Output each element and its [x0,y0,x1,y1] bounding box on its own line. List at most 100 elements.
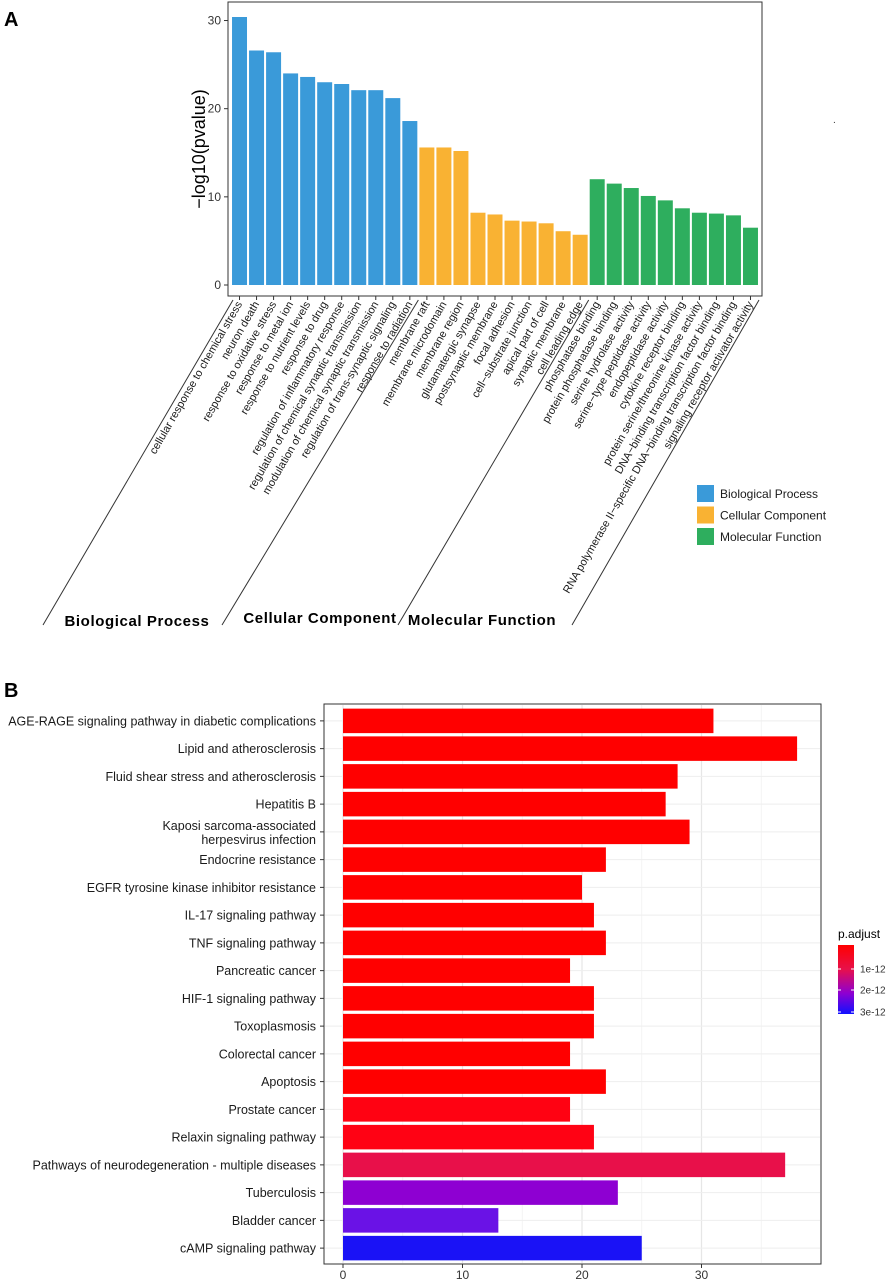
chart-a-bar [368,90,384,285]
chart-a-bar [725,215,741,285]
chart-a-ytick-label: 0 [214,278,221,292]
chart-b-bar [343,1041,571,1067]
chart-a-bar [300,76,316,286]
chart-a-bar [691,212,707,285]
chart-a-ytick-label: 20 [208,102,222,116]
chart-b-category-label: Prostate cancer [228,1103,316,1117]
chart-b-bar [343,1152,786,1178]
chart-a-legend-label: Biological Process [720,487,818,501]
chart-b-bar [343,1124,594,1150]
chart-a-bar [674,208,690,285]
chart-b-bar [343,1235,642,1261]
chart-a-legend: Biological Process Cellular Component Mole… [697,485,827,545]
chart-b-panel-border [323,703,822,1265]
chart-a-group-label: Biological Process [64,613,209,630]
chart-a-ytick-label: 10 [208,190,222,204]
chart-a-bar [334,84,350,285]
colorbar-gradient [838,945,854,1014]
chart-b-bar [343,902,594,928]
chart-a-bar [708,213,724,285]
chart-a-bar [266,52,282,286]
chart-a-bar [657,200,673,285]
chart-b-category-label: Pathways of neurodegeneration - multiple… [32,1158,316,1172]
chart-b-bar [343,819,690,845]
chart-b-xtick-label: 30 [695,1268,709,1281]
chart-a-group-divider [42,299,234,626]
panel-b-label: B [4,680,18,702]
chart-a-bar [283,73,299,285]
chart-a-group-divider [397,299,590,626]
chart-b-category-label: cAMP signaling pathway [180,1242,317,1256]
chart-a-group-divider [221,299,419,626]
chart-a-bar [453,151,469,285]
colorbar-tick-label: 3e-12 [860,1008,886,1019]
chart-b-xtick-label: 20 [575,1268,589,1281]
chart-a-legend-swatch [697,506,714,524]
chart-a-legend-swatch [697,528,714,545]
colorbar-tick-label: 2e-12 [860,986,886,997]
chart-b-category-label: Colorectal cancer [219,1047,316,1061]
chart-b-category-label: HIF-1 signaling pathway [182,992,317,1006]
chart-a-bar [487,214,503,285]
chart-a-bar [640,195,656,285]
chart-b-category-label: Fluid shear stress and atherosclerosis [105,770,316,784]
chart-b-category-label: Bladder cancer [232,1214,316,1228]
chart-a-bar [589,179,605,285]
chart-b-category-label: Apoptosis [261,1075,316,1089]
chart-a-bar [419,147,435,285]
chart-a-bar [606,183,622,285]
panel-a-label: A [4,9,18,31]
chart-b-bar [343,875,582,900]
chart-b-category-label: Tuberculosis [246,1186,316,1200]
chart-b-bar [343,930,606,956]
chart-a-legend-label: Molecular Function [720,530,821,544]
chart-b-bar [343,986,594,1011]
chart-a-bar [538,223,554,285]
chart-a-bar [623,188,639,285]
chart-b-bar [343,1097,571,1122]
chart-b-xtick-label: 10 [456,1268,470,1281]
chart-b-category-label: AGE-RAGE signaling pathway in diabetic c… [8,714,316,728]
chart-a-y-axis-label: −log10(pvalue) [189,89,209,209]
chart-a-bar [572,234,588,285]
chart-a-group-divider [571,299,760,626]
chart-b-bar [343,764,678,789]
chart-a-bar [385,98,401,286]
chart-b-colorbar: p.adjust 1e-12 2e-12 3e-12 [838,927,886,1019]
chart-b-bar [343,1069,606,1094]
chart-a-legend-label: Cellular Component [720,509,827,523]
chart-b-category-label: Endocrine resistance [199,853,316,867]
chart-a-bar [351,90,367,285]
chart-a-bar [742,227,758,285]
chart-a-ytick-label: 30 [208,14,222,28]
chart-a-bar [402,121,418,286]
chart-b-category-label: TNF signaling pathway [189,936,317,950]
chart-a-bar [317,82,333,285]
chart-b-kegg-enrichment: AGE-RAGE signaling pathway in diabetic c… [8,703,822,1281]
chart-a-bar [504,220,520,285]
colorbar-tick-label: 1e-12 [860,965,886,976]
chart-b-category-label: Relaxin signaling pathway [171,1131,316,1145]
chart-b-bar [343,1180,618,1205]
chart-b-bar [343,1013,594,1039]
chart-b-bar [343,736,798,761]
chart-b-bar [343,847,606,872]
chart-b-bar [343,791,666,817]
chart-a-group-label: Molecular Function [408,612,556,629]
chart-b-category-label: IL-17 signaling pathway [185,909,317,923]
chart-b-category-label: Hepatitis B [256,798,316,812]
chart-b-bar [343,1208,499,1233]
chart-b-bar [343,958,571,983]
chart-b-xtick-label: 0 [340,1268,347,1281]
chart-a-bar [555,231,571,285]
chart-a-bar [249,50,265,285]
colorbar-title: p.adjust [838,927,881,941]
chart-a-bar [521,221,537,285]
chart-b-category-label: Lipid and atherosclerosis [178,742,316,756]
chart-b-category-label: Kaposi sarcoma-associated herpesvirus inf… [162,819,316,847]
chart-a-group-label: Cellular Component [243,610,396,627]
chart-a-legend-swatch [697,485,714,502]
chart-b-category-label: Toxoplasmosis [234,1020,316,1034]
chart-b-category-label: EGFR tyrosine kinase inhibitor resistanc… [87,881,316,895]
